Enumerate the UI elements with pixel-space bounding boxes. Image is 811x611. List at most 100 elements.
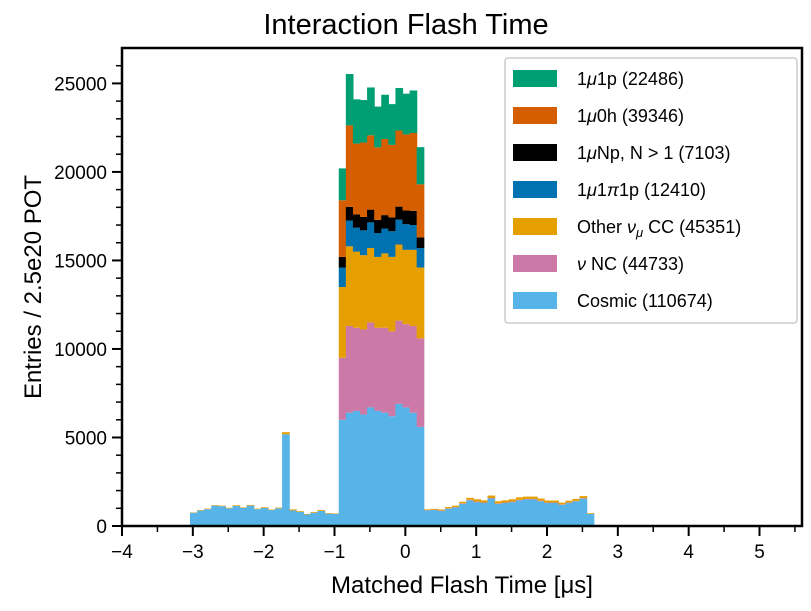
bar-bin-52-series-2	[558, 502, 567, 505]
bar-bin-30-series-1	[402, 324, 411, 408]
bar-bin-41-series-1	[480, 502, 489, 503]
bar-bin-35-series-0	[437, 510, 446, 526]
bar-bin-27-series-2	[381, 253, 389, 328]
bar-bin-28-series-5	[388, 144, 397, 218]
bar-bin-43-series-0	[494, 503, 503, 526]
bar-bin-29-series-2	[395, 244, 404, 321]
bar-bin-19-series-0	[324, 513, 333, 526]
bar-bin-34-series-2	[430, 508, 439, 510]
x-tick-label-0: −4	[111, 542, 133, 563]
bar-bin-49-series-0	[537, 501, 545, 526]
bar-bin-55-series-2	[579, 496, 588, 499]
bar-bin-21-series-1	[338, 357, 347, 420]
bar-bin-31-series-6	[409, 90, 418, 133]
bar-bin-26-series-4	[374, 219, 382, 234]
bar-bin-39-series-0	[466, 500, 474, 526]
legend-swatch-6	[513, 70, 557, 87]
bar-bin-23-series-6	[352, 99, 361, 144]
bar-bin-9-series-2	[253, 508, 262, 510]
bar-bin-33-series-0	[423, 510, 432, 526]
bar-bin-32-series-5	[416, 184, 425, 238]
bar-bin-45-series-2	[508, 499, 517, 502]
legend-frame	[504, 57, 798, 324]
legend-swatch-3	[513, 181, 557, 198]
bar-bin-19-series-2	[324, 513, 333, 514]
bar-bin-29-series-6	[395, 88, 404, 131]
bar-bin-22-series-6	[345, 74, 354, 126]
bar-bin-56-series-2	[586, 513, 595, 514]
bar-bin-32-series-1	[416, 338, 425, 427]
bar-bin-24-series-2	[360, 255, 368, 330]
bar-bin-44-series-0	[501, 502, 510, 526]
chart-title: Interaction Flash Time	[263, 9, 548, 41]
bar-bin-37-series-0	[452, 507, 460, 526]
bar-bin-13-series-2	[282, 432, 290, 435]
x-axis-title: Matched Flash Time [μs]	[331, 572, 593, 599]
bar-bin-24-series-1	[360, 329, 368, 415]
bar-bin-48-series-1	[530, 498, 538, 500]
plot-frame	[120, 46, 804, 528]
bar-bin-15-series-0	[296, 511, 304, 526]
legend-swatch-2	[513, 218, 557, 235]
bar-bin-31-series-4	[409, 210, 418, 226]
x-tick-label-4: 0	[400, 542, 411, 563]
bar-bin-27-series-3	[381, 228, 389, 254]
x-tick-label-2: −2	[253, 542, 275, 563]
y-axis: 0 5000 10000 15000 20000 25000	[54, 64, 122, 538]
bar-bin-47-series-2	[522, 496, 531, 499]
bar-bin-36-series-0	[445, 508, 453, 526]
bar-bin-30-series-5	[402, 134, 411, 211]
bar-bin-6-series-2	[232, 505, 241, 506]
bar-bin-5-series-0	[225, 508, 234, 526]
bar-bin-20-series-0	[331, 513, 340, 526]
x-tick-label-1: −3	[182, 542, 204, 563]
bar-bin-26-series-3	[374, 233, 382, 257]
bar-bin-50-series-2	[544, 500, 552, 503]
bar-bin-31-series-1	[409, 325, 418, 413]
legend-label-0: Cosmic (110674)	[577, 291, 713, 311]
bar-bin-0-series-0	[190, 512, 198, 526]
bar-bin-10-series-2	[260, 507, 269, 508]
bar-bin-4-series-0	[218, 506, 227, 526]
bar-bin-22-series-4	[345, 206, 354, 221]
bar-bin-30-series-0	[402, 407, 411, 526]
bar-bin-10-series-0	[260, 507, 269, 526]
bar-bin-22-series-1	[345, 325, 354, 413]
bar-bin-54-series-0	[572, 501, 581, 526]
bar-bin-38-series-2	[459, 501, 467, 504]
bar-bin-31-series-3	[409, 225, 418, 250]
bar-bin-2-series-2	[204, 508, 212, 510]
bar-bin-8-series-0	[246, 505, 255, 526]
bar-bin-6-series-0	[232, 505, 241, 526]
bar-bin-27-series-1	[381, 327, 389, 413]
bar-bin-50-series-1	[544, 502, 552, 503]
y-axis-title: Entries / 2.5e20 POT	[20, 175, 47, 399]
bar-bin-9-series-0	[253, 509, 262, 526]
bar-bin-30-series-6	[402, 93, 411, 135]
bar-bin-14-series-2	[289, 509, 297, 511]
bar-bin-49-series-2	[537, 498, 545, 501]
bar-bin-55-series-0	[579, 498, 588, 526]
bar-bin-35-series-2	[437, 509, 446, 511]
bar-bin-34-series-0	[430, 510, 439, 526]
histogram-bars	[190, 74, 595, 526]
bar-bin-43-series-2	[494, 501, 503, 504]
bar-bin-46-series-2	[515, 497, 524, 500]
bar-bin-29-series-1	[395, 320, 404, 404]
bar-bin-14-series-0	[289, 510, 297, 526]
bar-bin-16-series-0	[303, 514, 312, 526]
bar-bin-17-series-0	[310, 512, 319, 526]
bar-bin-29-series-3	[395, 219, 404, 245]
bar-bin-44-series-1	[501, 502, 510, 503]
bar-bin-56-series-0	[586, 513, 595, 526]
bar-bin-25-series-5	[367, 135, 375, 210]
bar-bin-15-series-2	[296, 511, 304, 512]
bar-bin-51-series-1	[551, 502, 559, 503]
bar-bin-39-series-2	[466, 497, 474, 500]
bar-bin-44-series-2	[501, 500, 510, 503]
bar-bin-30-series-4	[402, 210, 411, 225]
bar-bin-25-series-4	[367, 209, 375, 223]
bar-bin-38-series-0	[459, 503, 467, 526]
bar-bin-21-series-3	[338, 267, 347, 287]
bar-bin-11-series-0	[267, 510, 276, 526]
